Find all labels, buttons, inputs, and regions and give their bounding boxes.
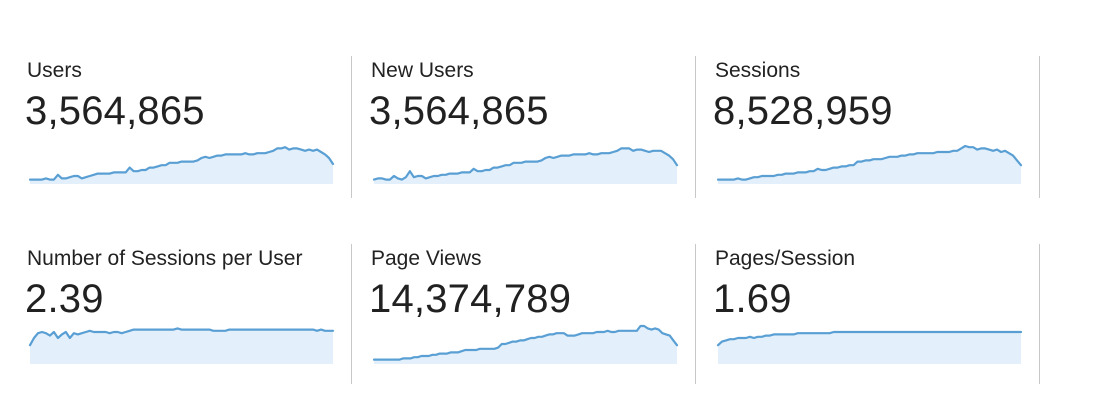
metric-value: 8,528,959 xyxy=(713,89,893,133)
sparkline-line xyxy=(372,147,679,181)
column-divider xyxy=(1039,244,1040,384)
sparkline-area xyxy=(374,326,677,364)
sparkline-area xyxy=(718,332,1021,364)
sparkline-line xyxy=(716,330,1023,347)
sparkline-line xyxy=(28,327,335,347)
sparkline-line xyxy=(28,146,335,181)
sparkline-chart xyxy=(28,146,335,184)
metric-value: 14,374,789 xyxy=(369,277,572,321)
metric-label: Users xyxy=(27,59,82,82)
column-divider xyxy=(695,56,696,198)
sparkline-area xyxy=(374,148,677,184)
metric-card-new-users[interactable]: New Users 3,564,865 xyxy=(369,58,691,208)
sparkline-area xyxy=(30,328,333,364)
column-divider xyxy=(695,244,696,384)
column-divider xyxy=(1039,56,1040,198)
column-divider xyxy=(351,56,352,198)
sparkline-chart xyxy=(716,144,1023,184)
metric-card-pages-per-session[interactable]: Pages/Session 1.69 xyxy=(713,246,1035,396)
sparkline-chart xyxy=(372,324,679,364)
metric-label: New Users xyxy=(371,59,474,82)
metric-label: Number of Sessions per User xyxy=(27,247,303,270)
column-divider xyxy=(351,244,352,384)
sparkline-line xyxy=(372,324,679,361)
metric-label: Pages/Session xyxy=(715,247,856,270)
metric-label: Page Views xyxy=(371,247,482,270)
sparkline-chart xyxy=(716,330,1023,364)
metric-label: Sessions xyxy=(715,59,801,82)
sparkline-chart xyxy=(28,327,335,364)
sparkline-area xyxy=(30,147,333,184)
sparkline-area xyxy=(718,146,1021,184)
metric-value: 2.39 xyxy=(25,277,104,321)
metric-card-page-views[interactable]: Page Views 14,374,789 xyxy=(369,246,691,396)
sparkline-chart xyxy=(372,147,679,184)
metric-value: 3,564,865 xyxy=(369,89,549,133)
sparkline-line xyxy=(716,144,1023,181)
metric-card-sessions-per-user[interactable]: Number of Sessions per User 2.39 xyxy=(25,246,347,396)
metric-value: 3,564,865 xyxy=(25,89,205,133)
metric-value: 1.69 xyxy=(713,277,792,321)
metric-card-users[interactable]: Users 3,564,865 xyxy=(25,58,347,208)
metric-card-sessions[interactable]: Sessions 8,528,959 xyxy=(713,58,1035,208)
